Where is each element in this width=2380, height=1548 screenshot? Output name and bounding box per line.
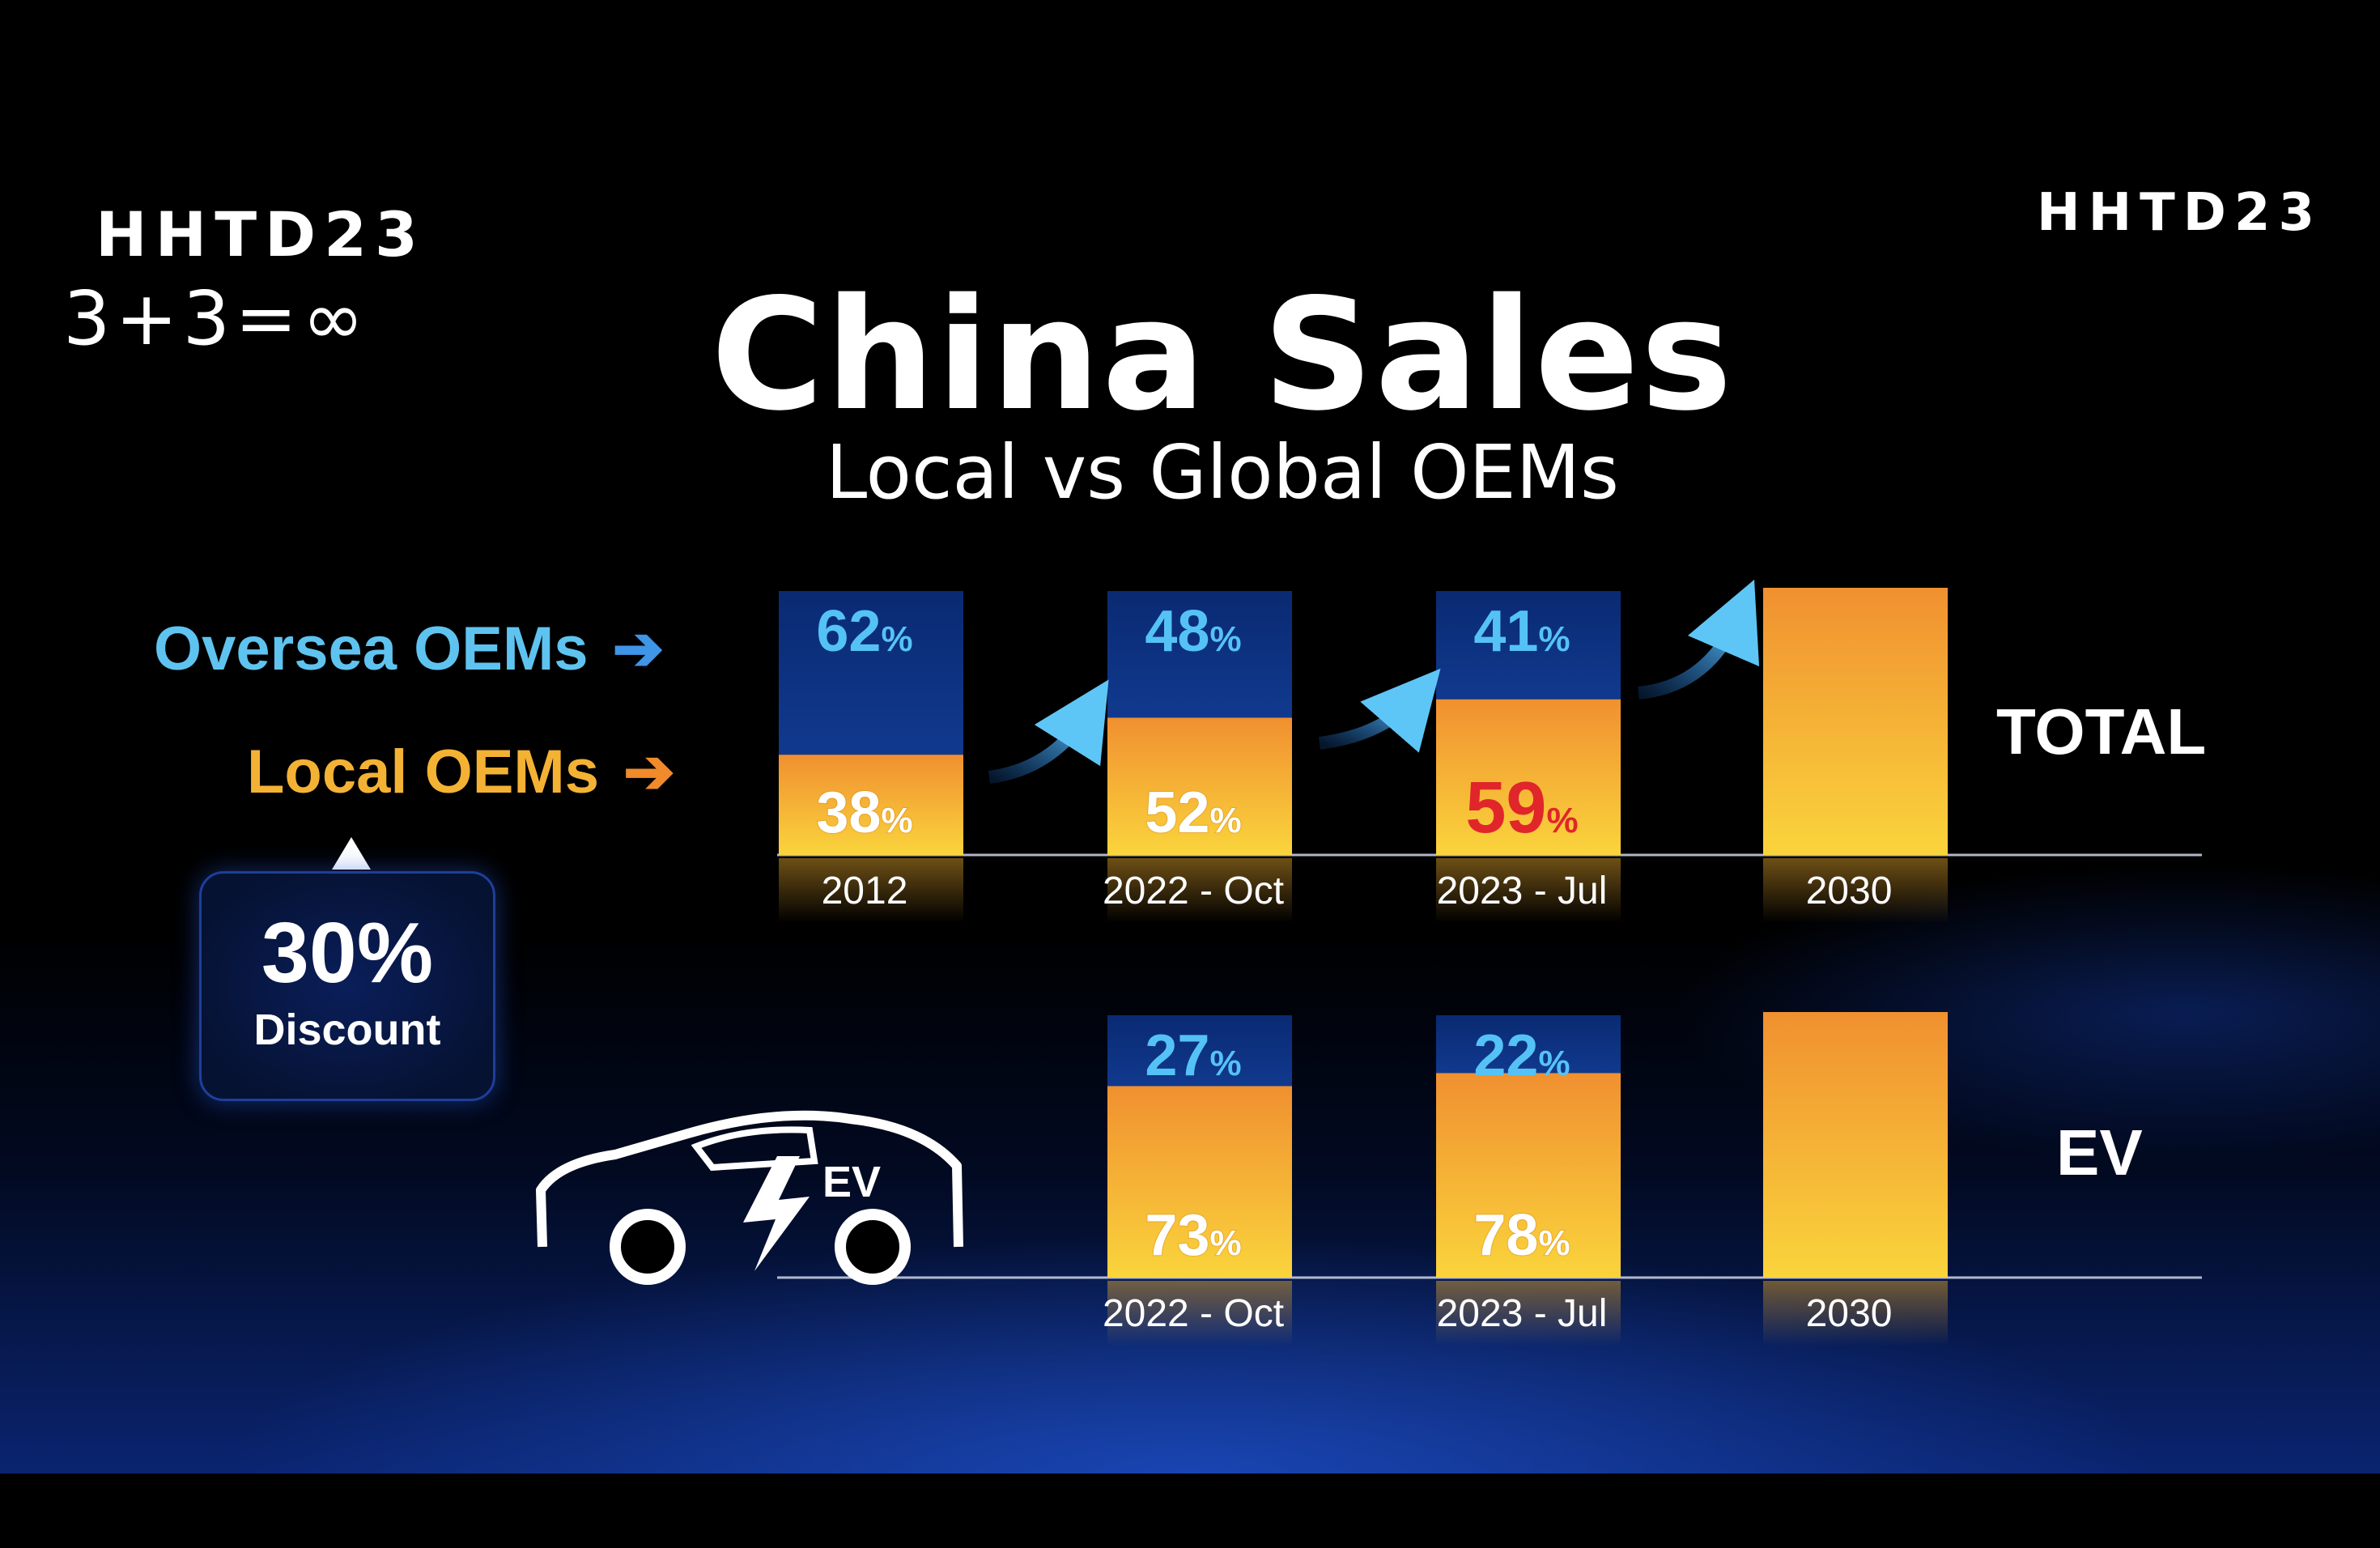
bar-reflection	[1436, 1281, 1621, 1346]
event-tagline-logo: 3+3=∞	[63, 275, 369, 362]
event-logo-corner: HHTD23	[2037, 183, 2323, 243]
bar-oversea-2012	[779, 591, 963, 755]
bar-reflection	[1107, 858, 1292, 923]
callout-pointer	[332, 837, 371, 870]
bar-reflection	[1763, 1281, 1948, 1346]
bar-oversea-2022 - Oct	[1107, 591, 1292, 718]
label-oversea-2023 - Jul: 41%	[1473, 599, 1570, 664]
bar-oversea-2023 - Jul	[1436, 591, 1621, 700]
growth-arrow-icon	[1318, 668, 1441, 753]
bar-oversea-2022 - Oct	[1107, 1015, 1292, 1087]
tick-label-2023 - Jul: 2023 - Jul	[1437, 1292, 1608, 1335]
chart-label-total: TOTAL	[1996, 695, 2207, 768]
discount-value: 30%	[261, 905, 434, 1001]
discount-label: Discount	[253, 1006, 441, 1054]
bar-local-2022 - Oct	[1107, 717, 1292, 855]
bar-projection-2030	[1763, 1012, 1948, 1278]
slide-background: HHTD23 3+3=∞ HHTD23 China Sales Local vs…	[0, 0, 2380, 1474]
bar-reflection	[779, 858, 963, 923]
bar-oversea-2023 - Jul	[1436, 1015, 1621, 1074]
bar-reflection	[1107, 1281, 1292, 1346]
growth-arrow-icon	[1638, 579, 1760, 700]
tick-label-2030: 2030	[1806, 870, 1893, 912]
growth-arrow-icon	[988, 679, 1109, 784]
label-local-2022 - Oct: 73%	[1145, 1203, 1241, 1268]
legend-local-oems: Local OEMs ➔	[247, 735, 675, 807]
legend-oversea-oems: Oversea OEMs ➔	[154, 612, 664, 684]
bar-local-2023 - Jul	[1436, 699, 1621, 855]
tick-label-2022 - Oct: 2022 - Oct	[1103, 870, 1284, 912]
chart-label-ev: EV	[2056, 1116, 2143, 1189]
label-local-2012: 38%	[816, 780, 912, 845]
tick-label-2022 - Oct: 2022 - Oct	[1103, 1292, 1284, 1335]
ev-car-icon: EV	[536, 1110, 963, 1285]
tick-label-2030: 2030	[1806, 1292, 1893, 1335]
arrow-right-icon: ➔	[612, 615, 665, 683]
slide-subtitle: Local vs Global OEMs	[826, 429, 1619, 516]
legend-oversea-label: Oversea OEMs	[154, 615, 589, 683]
bar-reflection	[1436, 858, 1621, 923]
tick-label-2023 - Jul: 2023 - Jul	[1437, 870, 1608, 912]
label-oversea-2022 - Oct: 48%	[1145, 599, 1241, 664]
event-logo: HHTD23	[96, 198, 426, 270]
bar-local-2012	[779, 755, 963, 855]
bar-projection-2030	[1763, 588, 1948, 855]
arrow-right-icon: ➔	[623, 738, 675, 806]
legend-local-label: Local OEMs	[247, 738, 599, 806]
discount-callout: 30% Discount	[199, 871, 495, 1101]
slide-title: China Sales	[711, 266, 1734, 444]
bar-local-2022 - Oct	[1107, 1086, 1292, 1278]
tick-label-2012: 2012	[822, 870, 908, 912]
bar-reflection	[1763, 858, 1948, 923]
ev-icon-label: EV	[822, 1158, 881, 1206]
bar-local-2023 - Jul	[1436, 1073, 1621, 1278]
